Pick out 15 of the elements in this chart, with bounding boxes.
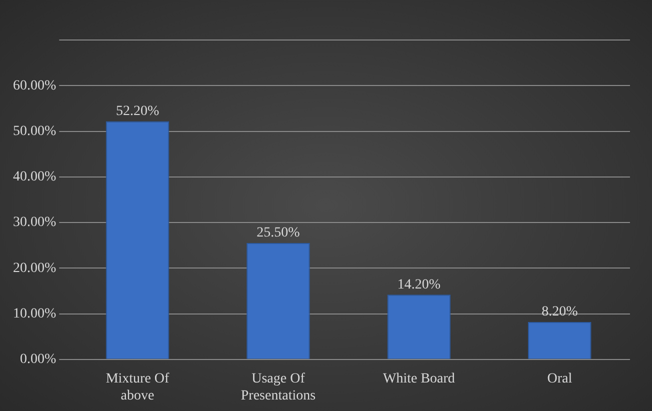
x-tick-label: Usage Of Presentations	[240, 371, 316, 404]
y-tick-label: 20.00%	[12, 260, 56, 276]
data-label: 8.20%	[542, 304, 578, 320]
x-tick-label: Mixture Of above	[106, 371, 170, 404]
y-tick-label: 40.00%	[12, 170, 56, 185]
data-label: 25.50%	[256, 226, 300, 241]
x-tick-label: White Board	[382, 371, 455, 386]
y-tick-label: 60.00%	[12, 78, 56, 94]
data-label: 14.20%	[397, 277, 441, 292]
x-tick-label: Oral	[547, 371, 572, 386]
y-tick-label: 10.00%	[12, 306, 56, 322]
y-tick-label: 30.00%	[12, 215, 56, 230]
y-tick-label: 0.00%	[20, 352, 56, 368]
data-label: 52.20%	[116, 104, 160, 119]
y-tick-label: 50.00%	[12, 124, 56, 139]
